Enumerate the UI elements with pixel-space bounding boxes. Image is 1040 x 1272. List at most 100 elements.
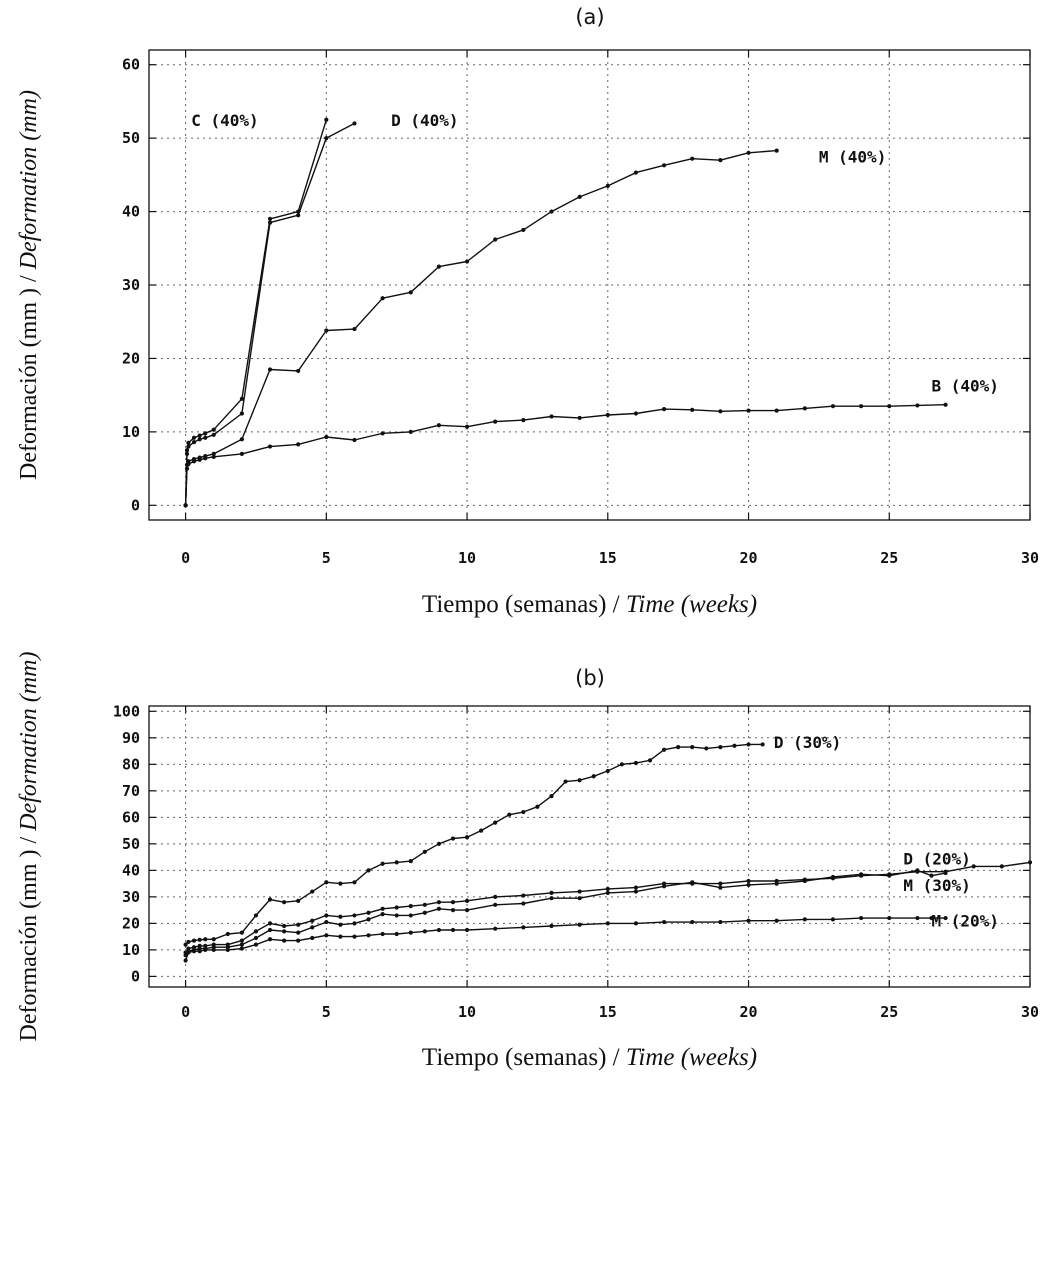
data-point bbox=[183, 503, 188, 508]
data-point bbox=[619, 762, 624, 767]
data-point bbox=[549, 209, 554, 214]
data-point bbox=[296, 213, 301, 218]
series-label: C (40%) bbox=[191, 111, 258, 130]
data-point bbox=[197, 437, 202, 442]
data-point bbox=[296, 930, 301, 935]
data-point bbox=[296, 922, 301, 927]
data-point bbox=[352, 437, 357, 443]
data-point bbox=[225, 947, 230, 952]
data-point bbox=[915, 868, 920, 873]
data-point bbox=[253, 935, 259, 941]
data-point bbox=[267, 444, 273, 449]
data-point bbox=[450, 900, 456, 905]
chart-panel-0: (a) 0 5 10 15 20 25 30 0 10 20 30 40 50 60 Tiempo (sema… bbox=[16, 5, 1039, 618]
data-point bbox=[408, 930, 413, 935]
data-point bbox=[633, 885, 639, 890]
x-axis-label: Tiempo (semanas) / Time (weeks) bbox=[422, 1044, 757, 1071]
data-point bbox=[633, 170, 639, 175]
data-point bbox=[464, 927, 470, 933]
x-axis-label-main: Tiempo (semanas) / bbox=[422, 591, 626, 618]
data-point bbox=[605, 768, 610, 774]
data-point bbox=[830, 874, 836, 880]
data-point bbox=[422, 902, 427, 907]
data-point bbox=[760, 742, 765, 747]
data-point bbox=[549, 923, 554, 929]
data-point bbox=[380, 906, 385, 911]
data-point bbox=[577, 889, 582, 894]
series-line bbox=[184, 119, 327, 506]
data-point bbox=[267, 897, 273, 902]
y-tick-label: 30 bbox=[122, 276, 140, 294]
data-point bbox=[661, 919, 667, 925]
data-point bbox=[1027, 860, 1033, 865]
data-point bbox=[380, 431, 385, 436]
x-tick-label: 0 bbox=[181, 1003, 190, 1021]
data-point bbox=[408, 913, 413, 918]
data-point bbox=[661, 407, 667, 412]
data-point bbox=[253, 929, 259, 934]
data-point bbox=[450, 908, 456, 913]
x-tick-label: 25 bbox=[880, 1003, 898, 1021]
series-label: M (30%) bbox=[903, 876, 970, 895]
y-tick-label: 10 bbox=[122, 423, 140, 441]
series-2: M (40%) bbox=[183, 147, 886, 508]
x-tick-label: 0 bbox=[181, 549, 190, 567]
data-point bbox=[774, 408, 779, 413]
data-point bbox=[521, 925, 526, 930]
data-point bbox=[183, 942, 188, 947]
data-point bbox=[436, 906, 442, 911]
data-point bbox=[211, 454, 216, 459]
data-point bbox=[310, 935, 315, 941]
data-point bbox=[338, 914, 343, 919]
series-line bbox=[184, 917, 946, 961]
data-point bbox=[408, 904, 413, 909]
y-tick-label: 40 bbox=[122, 203, 140, 221]
data-point bbox=[859, 404, 864, 409]
data-point bbox=[380, 296, 385, 301]
y-tick-label: 0 bbox=[131, 967, 140, 985]
data-point bbox=[267, 927, 273, 933]
data-point bbox=[450, 927, 456, 933]
data-point bbox=[802, 878, 807, 884]
x-tick-label: 5 bbox=[322, 549, 331, 567]
y-tick-label: 80 bbox=[122, 755, 140, 773]
data-point bbox=[746, 150, 751, 155]
series-label: B (40%) bbox=[931, 377, 998, 396]
x-axis-label-italic: Time (weeks) bbox=[626, 1044, 757, 1071]
data-point bbox=[605, 921, 610, 926]
data-point bbox=[661, 884, 667, 889]
data-point bbox=[464, 424, 470, 429]
series-line bbox=[184, 149, 777, 506]
series-0: C (40%) bbox=[183, 111, 329, 508]
data-point bbox=[183, 958, 188, 963]
data-point bbox=[563, 779, 568, 784]
data-point bbox=[267, 367, 273, 372]
data-point bbox=[366, 933, 371, 938]
data-point bbox=[282, 900, 287, 905]
x-tick-label: 15 bbox=[599, 1003, 617, 1021]
data-point bbox=[203, 456, 208, 461]
y-tick-label: 60 bbox=[122, 56, 140, 74]
y-tick-label: 20 bbox=[122, 349, 140, 367]
data-point bbox=[436, 927, 442, 933]
x-tick-label: 5 bbox=[322, 1003, 331, 1021]
data-point bbox=[310, 918, 315, 923]
data-point bbox=[422, 910, 427, 915]
data-point bbox=[352, 880, 357, 885]
data-point bbox=[211, 427, 216, 432]
data-point bbox=[464, 898, 470, 903]
data-point bbox=[887, 873, 892, 878]
data-point bbox=[450, 836, 456, 841]
data-point bbox=[774, 148, 779, 153]
data-point bbox=[186, 939, 191, 945]
data-point bbox=[493, 894, 498, 899]
data-point bbox=[366, 868, 371, 873]
y-axis-label: Deformación (mm ) / Deformation (mm) bbox=[16, 652, 42, 1042]
data-point bbox=[184, 466, 190, 471]
data-point bbox=[380, 861, 385, 866]
data-point bbox=[366, 910, 371, 915]
data-point bbox=[186, 950, 191, 955]
data-point bbox=[577, 922, 582, 927]
data-point bbox=[324, 880, 329, 885]
data-point bbox=[203, 947, 208, 952]
